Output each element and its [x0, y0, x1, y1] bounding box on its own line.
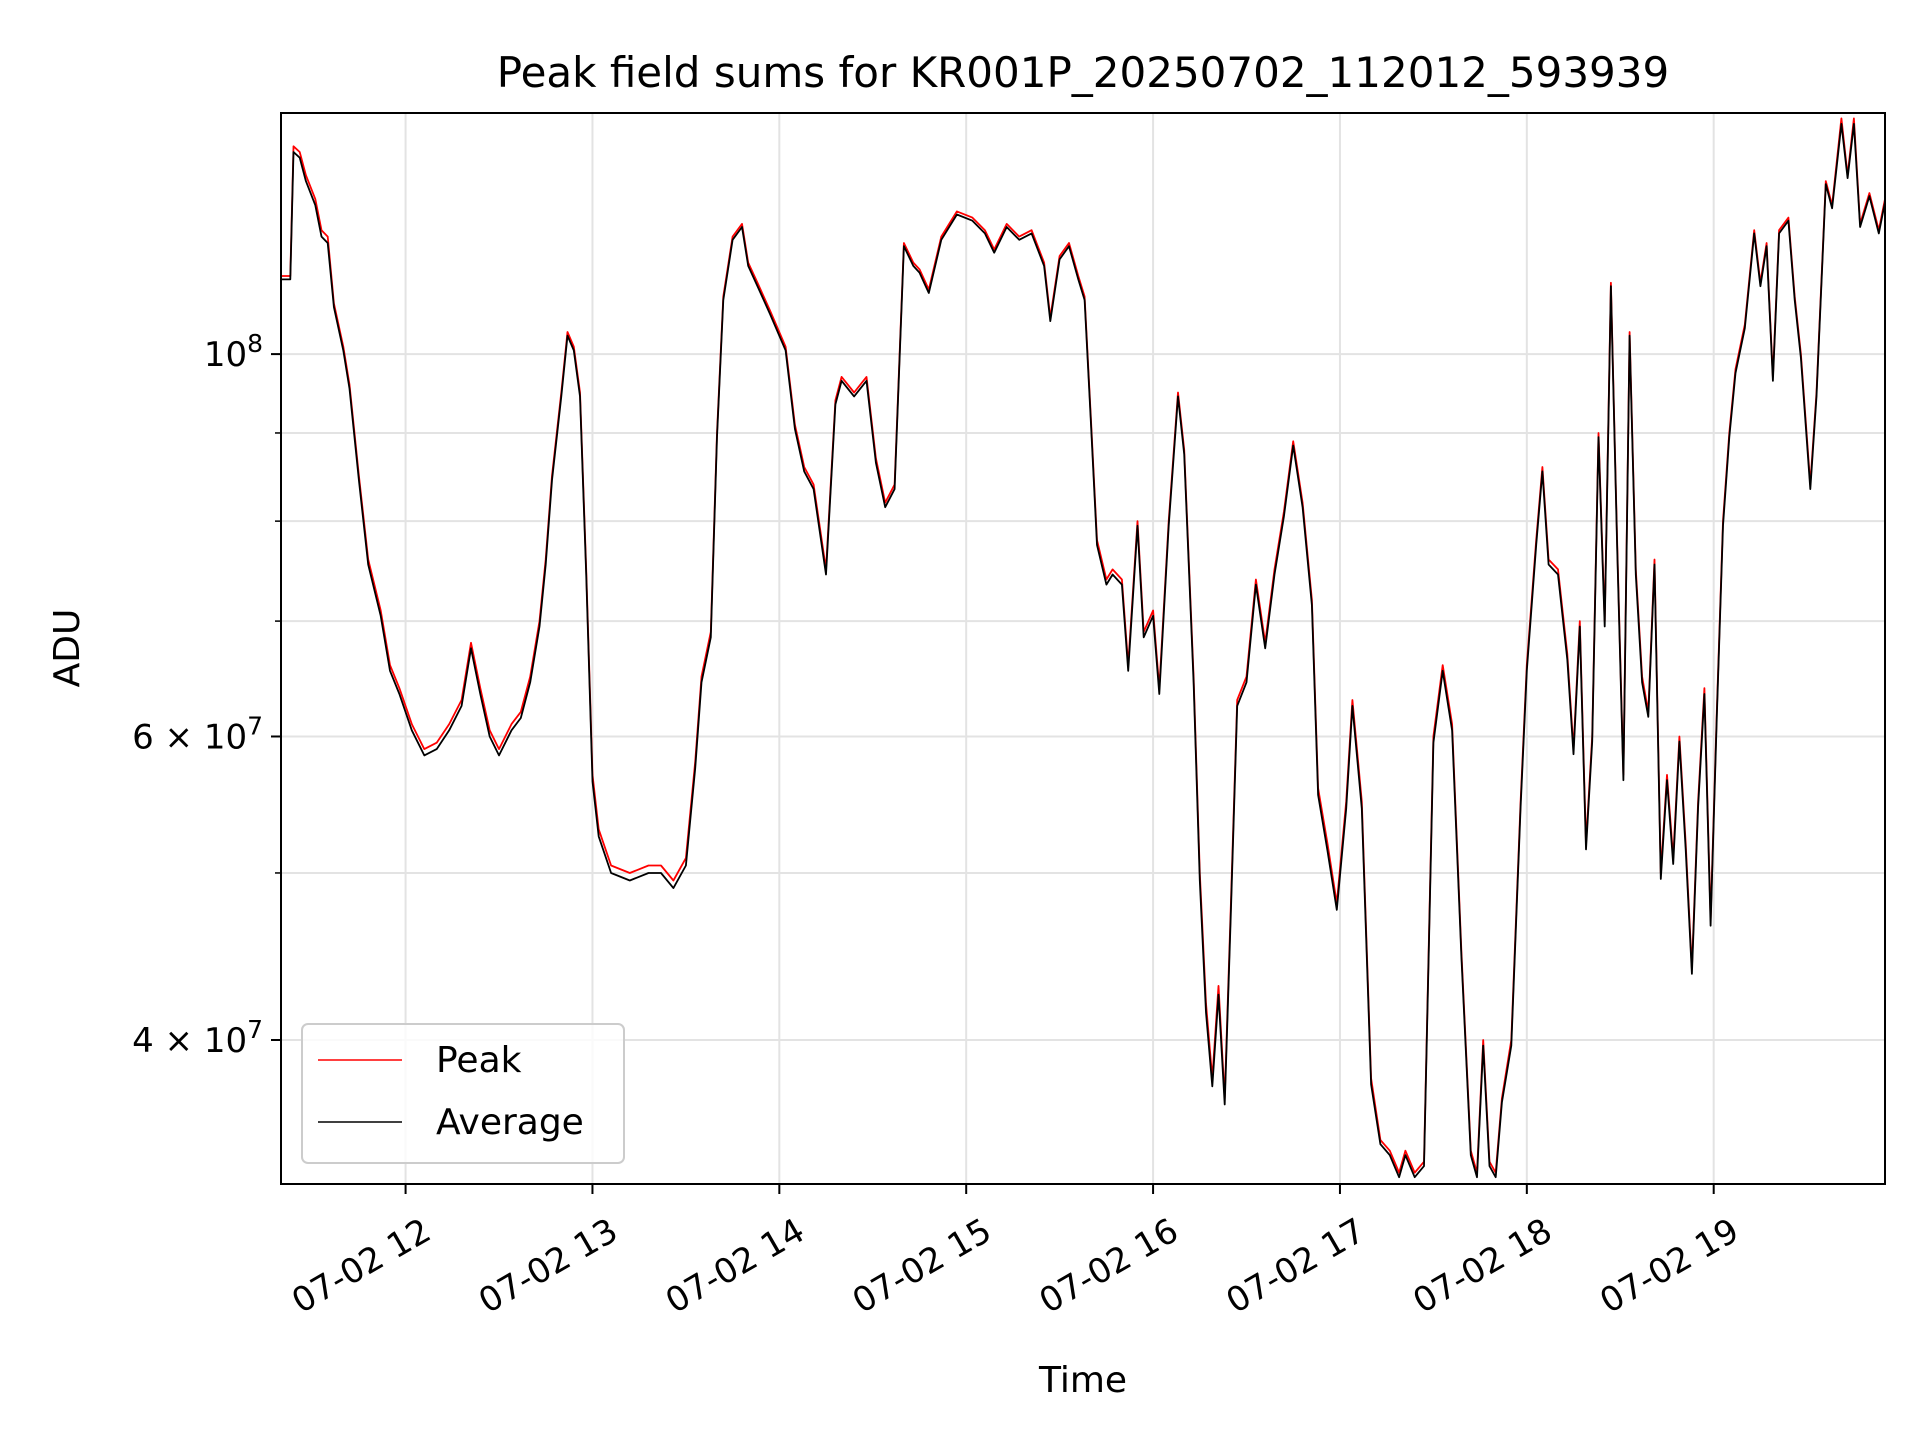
- plot-frame: [280, 112, 1886, 1185]
- y-axis-label: ADU: [47, 609, 88, 688]
- series-layer: [281, 117, 1886, 1179]
- legend-label-peak: Peak: [436, 1040, 522, 1081]
- y-tick-label-1: 6 × 107: [132, 711, 263, 757]
- series-line-average: [281, 123, 1886, 1179]
- chart-title: Peak field sums for KR001P_20250702_1120…: [497, 48, 1669, 97]
- legend-label-average: Average: [436, 1102, 584, 1143]
- y-tick-label-2: 108: [204, 329, 263, 375]
- legend-box: [301, 1023, 625, 1164]
- y-axis: 4 × 107 6 × 107 108: [132, 329, 281, 1061]
- legend: Peak Average: [301, 1023, 625, 1164]
- grid: [281, 113, 1885, 1184]
- y-tick-label-0: 4 × 107: [132, 1015, 263, 1061]
- x-axis-label: Time: [1038, 1360, 1127, 1401]
